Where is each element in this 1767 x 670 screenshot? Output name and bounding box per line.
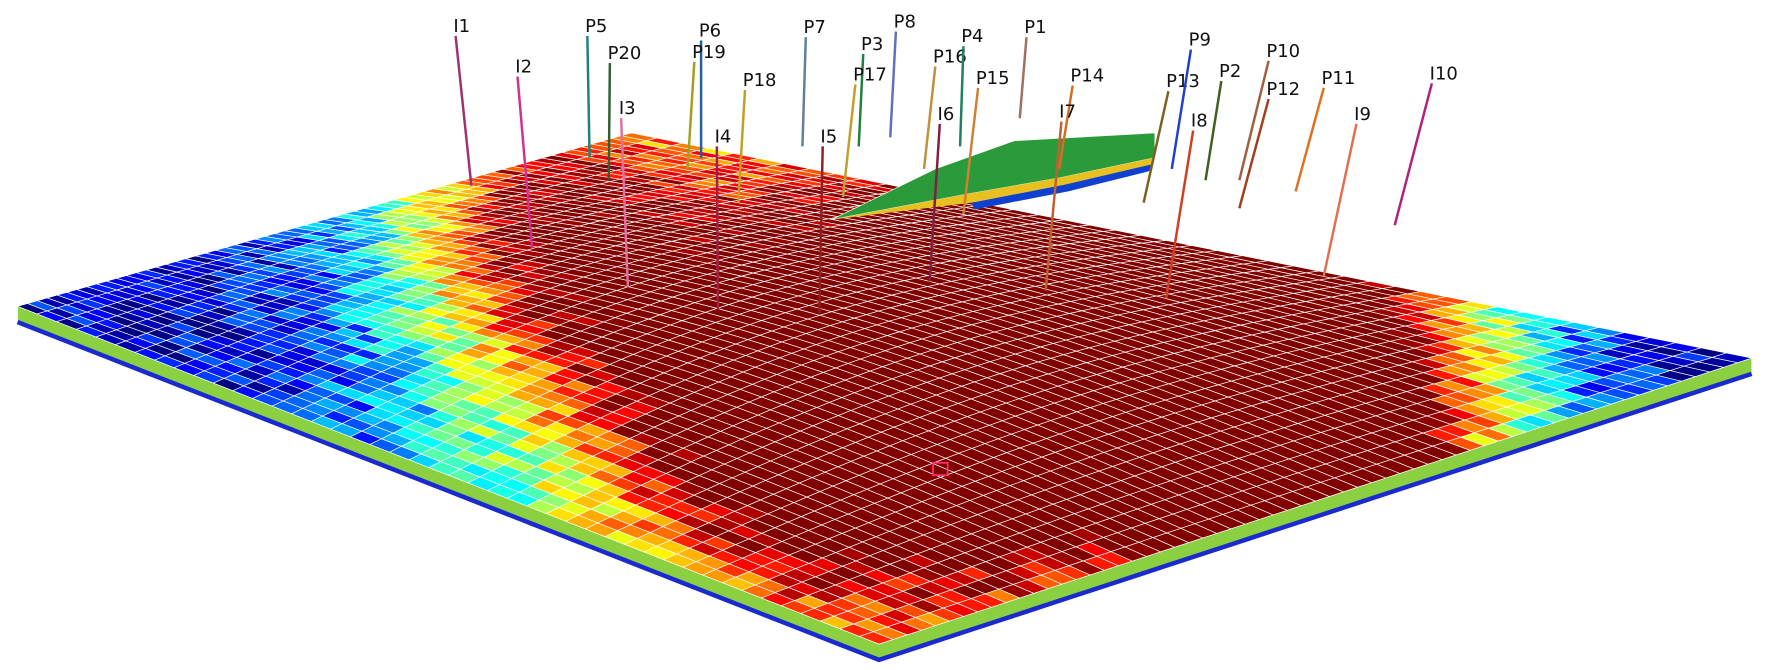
well-label: I10: [1430, 63, 1458, 84]
well-trajectory: [857, 53, 865, 147]
well-label: P13: [1166, 71, 1200, 92]
well-label: I8: [1191, 111, 1208, 132]
well-trajectory: [1238, 60, 1270, 181]
well-label: P17: [853, 64, 887, 85]
well-trajectory: [928, 123, 942, 282]
well-trajectory: [1393, 83, 1434, 226]
well-trajectory: [1057, 85, 1074, 170]
well-trajectory: [841, 84, 857, 198]
well-trajectory: [1204, 80, 1223, 181]
well-trajectory: [586, 36, 591, 158]
well-trajectory: [1044, 121, 1063, 291]
well-label: I5: [820, 126, 837, 147]
well-label: I3: [619, 98, 636, 119]
grid-surface: [16, 132, 1754, 645]
well-label: P2: [1219, 61, 1241, 82]
well-trajectory: [1164, 130, 1195, 299]
well-label: I6: [938, 104, 955, 125]
well-trajectory: [737, 90, 747, 203]
well-trajectory: [889, 31, 898, 138]
well-label: P20: [608, 43, 642, 64]
well-trajectory: [619, 118, 630, 288]
well-label: P12: [1266, 79, 1300, 100]
well-label: I1: [453, 16, 470, 37]
well-label: P11: [1322, 68, 1356, 89]
well-label: P19: [692, 42, 726, 63]
selected-cell: [932, 461, 949, 477]
well-trajectory: [516, 76, 534, 248]
well-trajectory: [1238, 98, 1270, 209]
well-trajectory: [922, 66, 937, 170]
base-blue: [16, 319, 1753, 663]
well-trajectory: [958, 46, 965, 147]
well-label: I2: [515, 57, 532, 78]
well-trajectory: [818, 146, 824, 314]
well-trajectory: [1170, 49, 1193, 170]
fault-block: [831, 132, 1156, 220]
well-label: P3: [861, 34, 883, 55]
well-label: P10: [1266, 41, 1300, 62]
well-label: I4: [715, 126, 732, 147]
well-trajectory: [686, 61, 696, 169]
well-label: P1: [1024, 17, 1046, 38]
well-trajectory: [1294, 87, 1325, 192]
well-label: I7: [1059, 102, 1076, 123]
well-label: P16: [933, 46, 967, 67]
well-trajectory: [454, 35, 473, 186]
well-trajectory: [715, 146, 720, 310]
grid-cell: [1710, 352, 1754, 364]
well-label: P14: [1070, 66, 1104, 87]
well-trajectory: [1142, 90, 1170, 203]
well-trajectory: [607, 63, 612, 181]
well-trajectory: [962, 87, 980, 215]
well-trajectory: [1322, 123, 1358, 277]
well-label: P8: [894, 12, 916, 33]
well-label: P15: [976, 68, 1010, 89]
well-label: P9: [1189, 30, 1211, 51]
well-label: I9: [1354, 104, 1371, 125]
well-trajectory: [801, 37, 808, 147]
well-label: P6: [699, 21, 721, 42]
well-trajectory: [1018, 37, 1028, 119]
well-label: P7: [804, 17, 826, 38]
well-label: P18: [743, 70, 777, 91]
well-label: P4: [961, 26, 983, 47]
well-label: P5: [585, 16, 607, 37]
